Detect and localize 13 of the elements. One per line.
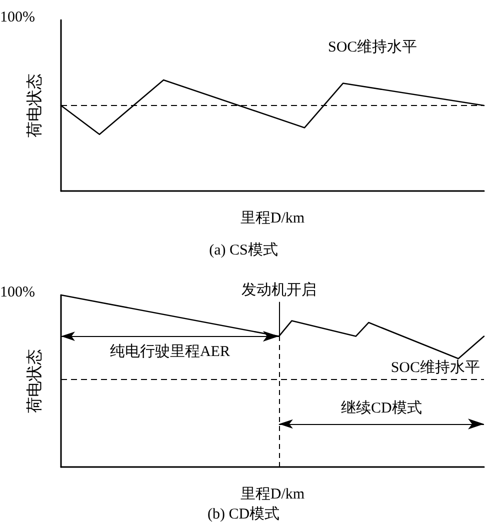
y-axis-title: 荷电状态 [26,74,44,138]
annotation: 纯电行驶里程AER [110,342,230,360]
text: (a) CS模式 [209,242,278,258]
text: (b) CD模式 [207,506,280,522]
x-axis-title: 里程D/km [240,486,305,502]
annotation: 发动机开启 [241,281,316,298]
y-axis-title: 荷电状态 [26,349,44,413]
ref-line-label: SOC维持水平 [390,358,480,376]
x-axis-title: 里程D/km [240,210,305,226]
text: SOC维持水平 [328,38,418,56]
text: 100% [0,284,35,300]
annotation: 继续CD模式 [341,400,422,416]
text: 100% [0,10,35,26]
